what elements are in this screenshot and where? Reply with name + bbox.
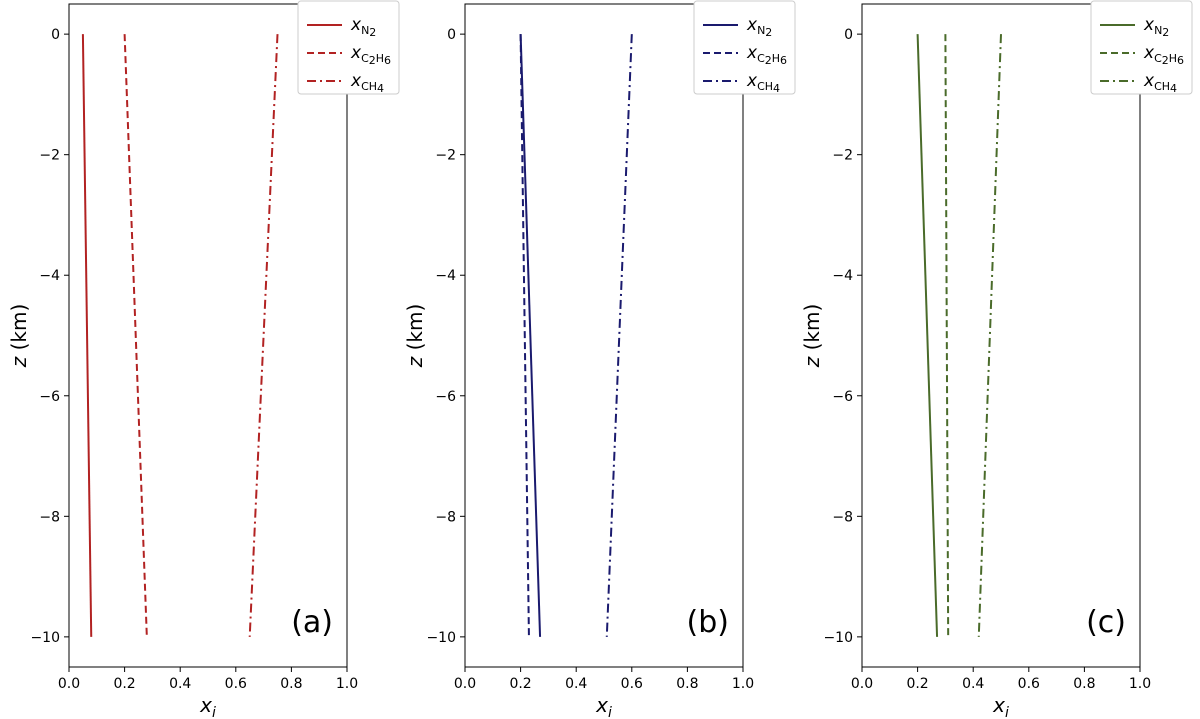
x-tick-label: 0.6: [621, 676, 643, 692]
y-axis-label: z (km): [403, 304, 427, 369]
x-tick-label: 0.0: [851, 676, 873, 692]
y-tick-label: 0: [447, 27, 456, 43]
x-tick-label: 1.0: [336, 676, 358, 692]
y-tick-label: −6: [435, 389, 456, 405]
panel-c: 0.0 0.2 0.4 0.6 0.8 1.0 0 −2 −4 −6 −8 −10 xi z (km) (c…: [800, 0, 1193, 719]
series-line-c2h6: [123, 34, 148, 637]
y-tick-label: −8: [39, 509, 60, 525]
y-axis-label: z (km): [800, 304, 824, 369]
y-tick-label: −10: [426, 630, 456, 646]
x-tick-label: 0.6: [1018, 676, 1040, 692]
y-tick-label: −6: [832, 389, 853, 405]
series-line-ch4: [248, 34, 279, 637]
x-axis-label: xi: [199, 693, 216, 719]
y-tick-label: −8: [832, 509, 853, 525]
panel-label: (b): [687, 605, 729, 640]
x-tick-label: 0.8: [676, 676, 698, 692]
y-tick-label: −10: [30, 630, 60, 646]
x-tick-label: 0.2: [509, 676, 531, 692]
panel-label: (a): [291, 605, 333, 640]
x-tick-label: 1.0: [1129, 676, 1151, 692]
legend: xN2 xC2H6 xCH4: [1090, 0, 1193, 95]
legend-label: xCH4: [1143, 71, 1177, 95]
axes-frame: [68, 3, 348, 668]
y-tick-label: 0: [51, 27, 60, 43]
x-tick-label: 0.4: [962, 676, 984, 692]
x-tick-label: 0.8: [280, 676, 302, 692]
y-tick-label: −2: [435, 148, 456, 164]
series-line-n2: [81, 34, 93, 637]
series-line-n2: [916, 34, 939, 637]
x-tick-label: 0.8: [1073, 676, 1095, 692]
y-tick-label: 0: [844, 27, 853, 43]
series-line-ch4: [977, 34, 1002, 637]
legend: xN2 xC2H6 xCH4: [297, 0, 400, 95]
x-tick-label: 1.0: [732, 676, 754, 692]
x-axis-label: xi: [992, 693, 1009, 719]
legend-label: xCH4: [746, 71, 780, 95]
x-axis-label: xi: [595, 693, 612, 719]
y-tick-label: −10: [823, 630, 853, 646]
legend-label: xN2: [746, 15, 772, 39]
y-axis-label: z (km): [7, 304, 31, 369]
axes-frame: [861, 3, 1141, 668]
series-line-c2h6: [944, 34, 950, 637]
x-tick-label: 0.2: [113, 676, 135, 692]
panel-b: 0.0 0.2 0.4 0.6 0.8 1.0 0 −2 −4 −6 −8 −10 xi z (km) (b…: [403, 0, 796, 719]
x-tick-label: 0.0: [58, 676, 80, 692]
y-tick-label: −2: [39, 148, 60, 164]
y-tick-label: −4: [39, 268, 60, 284]
x-tick-label: 0.6: [225, 676, 247, 692]
y-tick-label: −2: [832, 148, 853, 164]
series-line-n2: [519, 34, 542, 637]
x-tick-label: 0.4: [169, 676, 191, 692]
legend-label: xC2H6: [350, 43, 391, 67]
legend-label: xC2H6: [746, 43, 787, 67]
y-tick-label: −4: [435, 268, 456, 284]
x-tick-label: 0.0: [454, 676, 476, 692]
axes-frame: [464, 3, 744, 668]
series-line-c2h6: [519, 34, 530, 637]
legend-label: xCH4: [350, 71, 384, 95]
y-tick-label: −4: [832, 268, 853, 284]
legend-label: xC2H6: [1143, 43, 1184, 67]
x-tick-label: 0.2: [906, 676, 928, 692]
series-line-ch4: [605, 34, 633, 637]
legend-label: xN2: [1143, 15, 1169, 39]
y-tick-label: −8: [435, 509, 456, 525]
legend-label: xN2: [350, 15, 376, 39]
legend: xN2 xC2H6 xCH4: [693, 0, 796, 95]
panel-label: (c): [1086, 605, 1126, 640]
panel-a: 0.0 0.2 0.4 0.6 0.8 1.0 0 −2 −4 −6 −8 −10 xi z (km) (a…: [7, 0, 400, 719]
y-tick-label: −6: [39, 389, 60, 405]
x-tick-label: 0.4: [565, 676, 587, 692]
